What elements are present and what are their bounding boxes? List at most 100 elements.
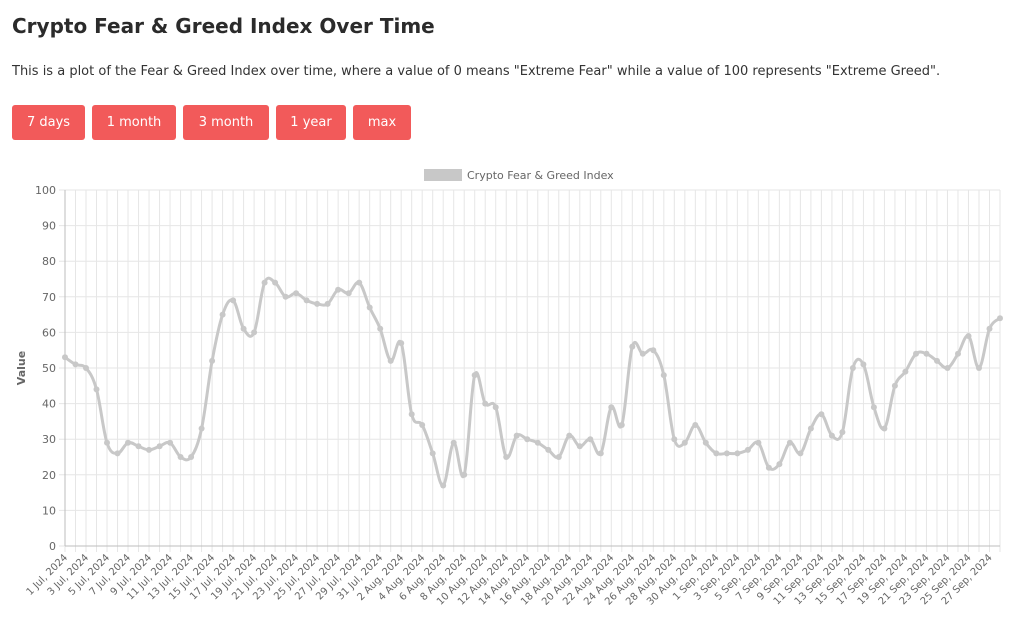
data-point [114,450,121,457]
data-point [534,439,541,446]
data-point [62,354,68,361]
y-tick-label: 100 [35,184,56,197]
data-point [755,439,762,446]
data-point [429,450,436,457]
data-point [450,439,457,446]
y-tick-label: 40 [42,398,56,411]
y-tick-label: 10 [42,504,56,517]
data-point [849,365,856,371]
data-point [524,436,531,443]
data-point [828,432,835,439]
data-point [944,365,951,371]
legend-label: Crypto Fear & Greed Index [467,169,614,182]
data-point [135,443,142,450]
range-button-1-year[interactable]: 1 year [276,105,346,140]
data-point [125,439,131,446]
data-point [377,325,384,332]
data-point [240,325,247,332]
range-button-7-days[interactable]: 7 days [12,105,85,140]
data-point [860,361,867,368]
data-point [608,404,615,411]
data-point [303,297,310,304]
data-point [776,461,783,468]
data-point [681,439,688,446]
data-point [93,386,100,393]
data-point [797,450,804,457]
data-point [566,432,573,439]
data-point [83,365,89,371]
data-point [913,350,919,357]
y-tick-label: 50 [42,362,56,375]
data-point [324,300,331,307]
legend-swatch [424,169,462,181]
data-point [314,300,321,307]
data-point [765,464,772,471]
data-point [482,400,489,407]
y-tick-label: 70 [42,291,56,304]
data-point [587,436,594,443]
data-point [555,454,562,460]
data-point [471,372,478,379]
data-point [965,333,972,339]
y-tick-label: 80 [42,255,56,268]
data-point [156,443,163,450]
page-title: Crypto Fear & Greed Index Over Time [12,14,435,38]
data-point [72,361,79,368]
data-point [692,422,699,428]
data-point [177,454,184,460]
range-button-1-month[interactable]: 1 month [92,105,176,140]
data-point [366,304,373,311]
data-point [188,454,195,460]
data-point [230,297,237,304]
data-point [576,443,583,450]
series-line [64,276,1002,488]
data-point [650,347,657,354]
data-point [461,471,468,478]
data-point [976,365,982,371]
data-point [545,446,552,453]
data-point [986,325,993,332]
data-point [902,368,909,375]
data-point [660,372,667,379]
data-point [492,404,499,411]
data-point [293,290,300,297]
data-point [870,404,877,411]
y-tick-label: 0 [49,540,56,553]
data-point [997,315,1003,322]
data-point [734,450,741,457]
data-point [923,350,930,357]
data-point [398,340,405,347]
data-point [513,432,520,439]
data-point [261,279,268,286]
data-point [356,279,363,286]
data-point [597,450,604,457]
data-point [702,439,709,446]
range-button-max[interactable]: max [353,105,411,140]
y-tick-label: 20 [42,469,56,482]
data-point [786,439,793,446]
data-point [618,422,625,428]
data-point [934,357,940,364]
data-point [408,411,415,418]
data-point [198,425,205,432]
data-point [807,425,814,432]
data-point [167,439,174,446]
data-point [272,279,279,286]
page-description: This is a plot of the Fear & Greed Index… [12,64,941,79]
range-button-3-month[interactable]: 3 month [183,105,269,140]
data-point [723,450,730,457]
data-point [671,436,678,443]
data-point [387,357,394,364]
data-point [251,329,258,336]
data-point [503,454,510,460]
data-point [839,429,846,436]
data-point [891,382,898,389]
data-point [713,450,720,457]
data-point [955,350,961,357]
y-axis-title: Value [15,351,28,385]
data-point [744,446,751,453]
data-point [419,422,426,428]
data-point [282,293,289,300]
data-point [881,425,888,432]
